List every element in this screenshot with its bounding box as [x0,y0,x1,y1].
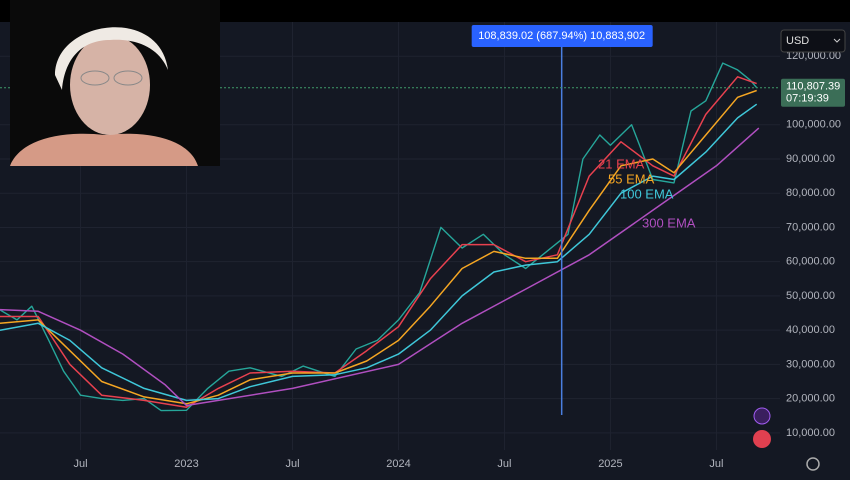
currency-select[interactable] [780,29,846,53]
measure-box [471,25,653,47]
x-tick-label: 2024 [386,458,410,470]
price-line [0,62,758,412]
series-label: 21 EMA [598,156,645,171]
series-label: 100 EMA [620,186,674,201]
dropdown-arrow [833,38,841,43]
series-layer [0,62,760,412]
y-tick-label: 30,000.00 [786,358,835,370]
y-tick-label: 50,000.00 [786,290,835,302]
icon-flag[interactable] [753,430,771,448]
ema-line [0,127,760,407]
measure-label: 108,839.02 (687.94%) 10,883,902 [478,30,645,42]
current-price-box [781,78,845,107]
webcam-turban [55,27,168,90]
webcam-glasses [113,70,143,86]
x-tick-label: 2023 [174,458,198,470]
series-label: 300 EMA [642,215,696,230]
grid [0,22,780,450]
x-tick-label: Jul [709,458,723,470]
current-price-label: 110,807.39 [786,81,840,93]
currency-label: USD [786,35,809,47]
y-tick-label: 20,000.00 [786,393,835,405]
icon-lightning[interactable] [753,407,771,425]
y-tick-label: 80,000.00 [786,187,835,199]
webcam-shoulders [10,133,198,166]
countdown-label: 07:19:39 [786,93,829,105]
x-tick-label: 2025 [598,458,622,470]
series-label: 55 EMA [608,171,655,186]
y-tick-label: 60,000.00 [786,256,835,268]
x-tick-label: Jul [74,458,88,470]
webcam-glasses [80,70,110,86]
y-tick-label: 100,000.00 [786,119,841,131]
ema-line [0,76,757,408]
ema-line [0,103,758,402]
y-tick-label: 90,000.00 [786,153,835,165]
ema-line [0,89,757,405]
settings-icon[interactable] [806,457,820,471]
x-tick-label: Jul [285,458,299,470]
y-tick-label: 120,000.00 [786,50,841,62]
webcam-overlay [10,0,220,166]
x-tick-label: Jul [497,458,511,470]
y-tick-label: 40,000.00 [786,324,835,336]
webcam-face [70,35,150,135]
y-tick-label: 10,000.00 [786,427,835,439]
y-tick-label: 70,000.00 [786,221,835,233]
